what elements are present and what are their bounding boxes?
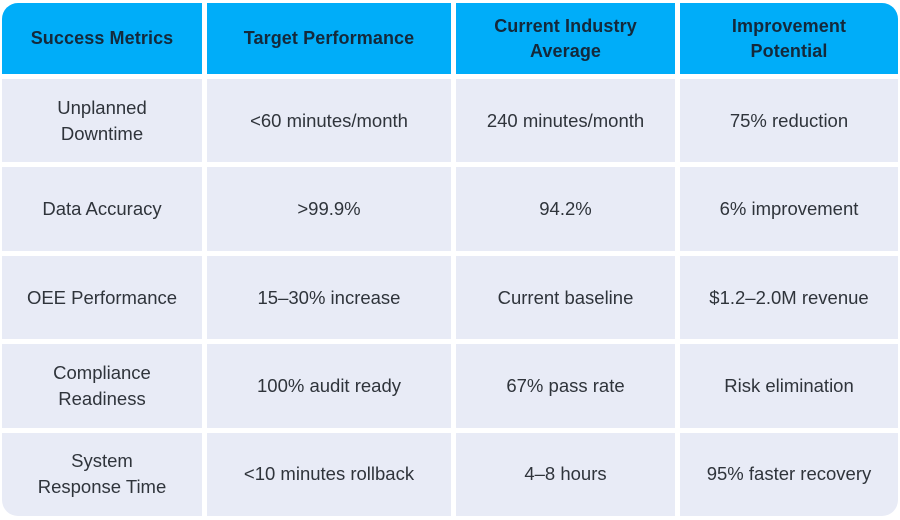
- industry-average-cell: 240 minutes/month: [456, 79, 675, 163]
- metric-name-cell: Unplanned Downtime: [2, 79, 202, 163]
- column-header-success-metrics: Success Metrics: [2, 3, 202, 74]
- metric-name-cell: OEE Performance: [2, 255, 202, 340]
- improvement-potential-cell: 95% faster recovery: [680, 432, 898, 516]
- target-performance-cell: >99.9%: [207, 167, 451, 251]
- target-performance-cell: <10 minutes rollback: [207, 432, 451, 516]
- target-performance-cell: <60 minutes/month: [207, 79, 451, 163]
- improvement-potential-cell: 75% reduction: [680, 79, 898, 163]
- improvement-potential-cell: $1.2–2.0M revenue: [680, 255, 898, 340]
- target-performance-cell: 15–30% increase: [207, 255, 451, 340]
- industry-average-cell: 4–8 hours: [456, 432, 675, 516]
- column-header-current-industry-average: Current Industry Average: [456, 3, 675, 74]
- improvement-potential-cell: 6% improvement: [680, 167, 898, 251]
- improvement-potential-cell: Risk elimination: [680, 344, 898, 428]
- industry-average-cell: Current baseline: [456, 255, 675, 340]
- metric-name-cell: System Response Time: [2, 432, 202, 516]
- success-metrics-table: Success Metrics Target Performance Curre…: [2, 3, 898, 516]
- industry-average-cell: 67% pass rate: [456, 344, 675, 428]
- metric-name-cell: Compliance Readiness: [2, 344, 202, 428]
- industry-average-cell: 94.2%: [456, 167, 675, 251]
- column-header-improvement-potential: Improvement Potential: [680, 3, 898, 74]
- column-header-target-performance: Target Performance: [207, 3, 451, 74]
- target-performance-cell: 100% audit ready: [207, 344, 451, 428]
- metric-name-cell: Data Accuracy: [2, 167, 202, 251]
